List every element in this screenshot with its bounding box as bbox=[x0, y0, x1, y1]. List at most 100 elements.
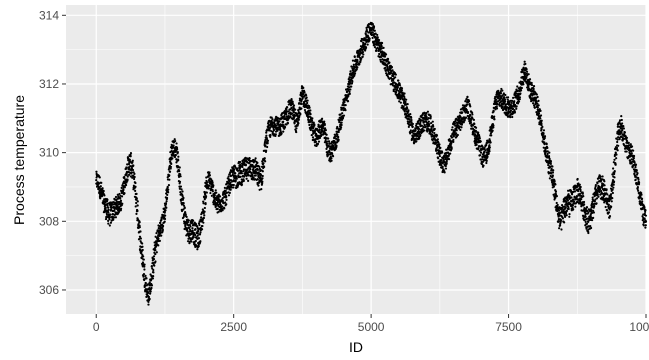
data-point bbox=[106, 206, 110, 209]
data-point bbox=[318, 128, 321, 131]
data-point bbox=[179, 191, 182, 194]
data-point bbox=[397, 96, 400, 99]
data-point bbox=[620, 131, 623, 134]
y-tick-label: 310 bbox=[39, 146, 59, 160]
data-point bbox=[341, 112, 344, 115]
data-point bbox=[172, 144, 175, 147]
data-point bbox=[170, 149, 173, 153]
data-point bbox=[449, 152, 452, 155]
data-point bbox=[609, 193, 613, 196]
data-point bbox=[192, 236, 195, 239]
data-point bbox=[107, 208, 110, 211]
data-point bbox=[373, 29, 376, 32]
data-point bbox=[389, 72, 393, 75]
data-point bbox=[516, 85, 519, 88]
data-point bbox=[565, 214, 568, 217]
data-point bbox=[294, 108, 297, 111]
data-point bbox=[385, 72, 388, 75]
data-point bbox=[644, 214, 648, 217]
data-point bbox=[509, 116, 512, 119]
data-point bbox=[372, 25, 376, 28]
data-point bbox=[254, 174, 257, 177]
data-point bbox=[438, 154, 441, 158]
data-point bbox=[403, 92, 406, 95]
data-point bbox=[611, 197, 614, 200]
data-point bbox=[340, 126, 343, 129]
data-point bbox=[287, 110, 290, 113]
data-point bbox=[124, 184, 128, 187]
data-point bbox=[587, 231, 590, 235]
data-point bbox=[386, 57, 390, 61]
data-point bbox=[351, 80, 354, 83]
data-point bbox=[169, 165, 173, 169]
data-point bbox=[427, 124, 431, 128]
data-point bbox=[567, 206, 570, 209]
data-point bbox=[394, 91, 398, 94]
data-point bbox=[297, 118, 300, 121]
x-tick-label: 5000 bbox=[358, 320, 385, 334]
data-point bbox=[530, 83, 534, 87]
y-tick-label: 306 bbox=[39, 283, 59, 297]
data-point bbox=[621, 122, 624, 125]
data-point bbox=[154, 248, 157, 252]
data-point bbox=[182, 215, 185, 219]
data-point bbox=[482, 164, 485, 167]
data-point bbox=[147, 291, 150, 294]
data-point bbox=[360, 57, 363, 60]
data-point bbox=[477, 131, 480, 134]
data-point bbox=[491, 129, 494, 132]
data-point bbox=[139, 237, 142, 240]
data-point bbox=[172, 150, 176, 154]
data-point bbox=[409, 131, 412, 134]
data-point bbox=[379, 58, 382, 61]
data-point bbox=[154, 260, 157, 263]
grid-lines bbox=[66, 5, 647, 314]
data-point bbox=[142, 275, 145, 278]
data-point bbox=[419, 121, 422, 124]
data-point bbox=[291, 102, 294, 105]
data-point bbox=[450, 128, 453, 131]
data-point bbox=[612, 167, 615, 170]
data-point bbox=[535, 93, 538, 96]
data-point bbox=[504, 93, 507, 97]
data-point bbox=[196, 248, 199, 251]
data-point bbox=[199, 240, 202, 243]
data-point bbox=[394, 76, 397, 79]
data-point bbox=[112, 216, 116, 219]
data-point bbox=[620, 115, 623, 118]
data-point bbox=[426, 130, 429, 133]
data-point bbox=[320, 117, 324, 120]
data-point bbox=[364, 46, 368, 49]
data-point bbox=[98, 176, 101, 179]
data-point bbox=[361, 55, 364, 58]
data-point bbox=[420, 119, 423, 122]
data-point bbox=[196, 232, 199, 235]
data-point bbox=[359, 59, 362, 62]
data-point bbox=[205, 191, 208, 194]
data-point bbox=[218, 195, 222, 198]
data-point bbox=[425, 116, 428, 119]
data-point bbox=[488, 146, 491, 149]
data-point bbox=[554, 190, 558, 193]
data-point bbox=[214, 189, 217, 192]
data-point bbox=[286, 122, 290, 125]
data-point bbox=[152, 275, 155, 278]
data-point bbox=[301, 97, 304, 100]
data-point bbox=[182, 196, 185, 200]
data-point bbox=[224, 201, 227, 204]
data-point bbox=[364, 42, 367, 45]
data-point bbox=[229, 181, 232, 184]
data-point bbox=[379, 55, 383, 59]
data-point bbox=[221, 205, 224, 208]
data-point bbox=[539, 117, 542, 120]
data-points bbox=[95, 21, 648, 306]
data-point bbox=[106, 198, 109, 201]
data-point bbox=[523, 60, 526, 63]
data-point bbox=[608, 208, 611, 211]
data-point bbox=[325, 147, 328, 150]
data-point bbox=[106, 204, 109, 207]
data-point bbox=[264, 144, 267, 147]
data-point bbox=[360, 40, 363, 43]
data-point bbox=[554, 183, 557, 186]
data-point bbox=[620, 118, 623, 122]
